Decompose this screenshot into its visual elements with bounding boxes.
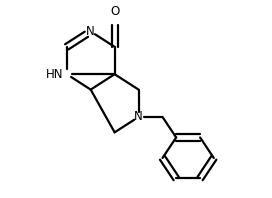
Text: HN: HN: [46, 68, 63, 81]
Text: N: N: [134, 110, 143, 123]
Text: N: N: [86, 25, 95, 38]
Text: O: O: [110, 5, 119, 18]
